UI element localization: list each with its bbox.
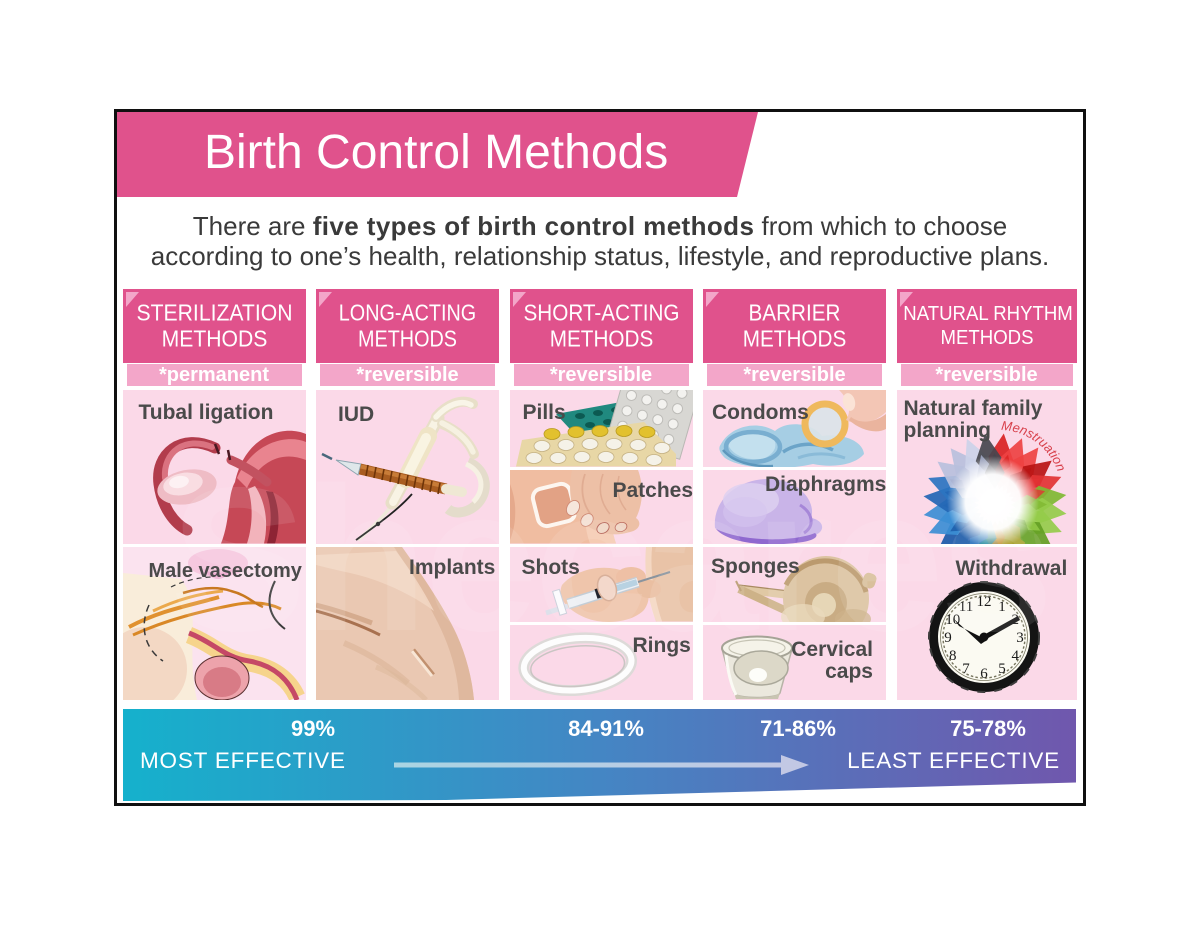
svg-text:11: 11 [958,599,972,615]
svg-text:12: 12 [976,594,991,610]
svg-text:3: 3 [1016,630,1024,646]
svg-text:71-86%: 71-86% [760,716,836,741]
svg-text:9: 9 [944,630,952,646]
svg-text:8: 8 [949,648,957,664]
svg-text:1: 1 [998,599,1006,615]
svg-text:10: 10 [945,612,960,628]
svg-text:MOST EFFECTIVE: MOST EFFECTIVE [140,748,346,773]
svg-text:4: 4 [1011,648,1019,664]
svg-text:7: 7 [962,661,970,677]
svg-text:LEAST EFFECTIVE: LEAST EFFECTIVE [847,748,1060,773]
svg-text:5: 5 [998,661,1006,677]
svg-text:75-78%: 75-78% [950,716,1026,741]
svg-text:6: 6 [980,666,988,682]
svg-text:84-91%: 84-91% [568,716,644,741]
svg-text:99%: 99% [291,716,335,741]
